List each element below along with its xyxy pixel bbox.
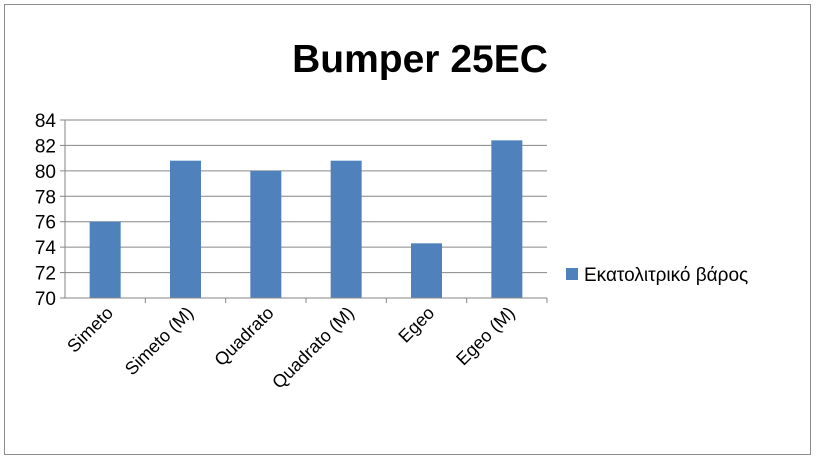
x-tick-label: Simeto (M) [121, 303, 197, 379]
bar [491, 140, 523, 298]
y-tick-label: 76 [35, 213, 56, 234]
bars [89, 140, 523, 298]
y-tick-label: 72 [35, 264, 56, 285]
x-tick-label: Simeto [63, 303, 117, 357]
bar [250, 170, 282, 298]
y-tick-label: 74 [35, 238, 57, 259]
y-tick-label: 78 [35, 187, 56, 208]
legend-swatch [566, 268, 578, 280]
bar [330, 160, 362, 298]
y-tick-label: 82 [35, 136, 56, 157]
bar [170, 160, 201, 298]
x-tick-label: Quadrato [210, 303, 277, 370]
y-tick-label: 70 [35, 289, 56, 310]
x-tick-label: Quadrato (M) [268, 303, 358, 393]
x-tick-label: Egeo [394, 303, 438, 347]
y-axis-ticks: 70 72 74 76 78 80 82 84 [35, 111, 65, 310]
bar [89, 221, 121, 298]
chart-frame [4, 4, 811, 455]
legend-label: Εκατολιτρικό βάρος [584, 265, 748, 286]
x-tick-label: Egeo (M) [452, 303, 518, 369]
chart-title: Bumper 25EC [292, 38, 548, 81]
bar [411, 243, 442, 298]
y-tick-label: 84 [35, 111, 57, 132]
y-tick-label: 80 [35, 162, 56, 183]
gridlines [65, 119, 547, 299]
